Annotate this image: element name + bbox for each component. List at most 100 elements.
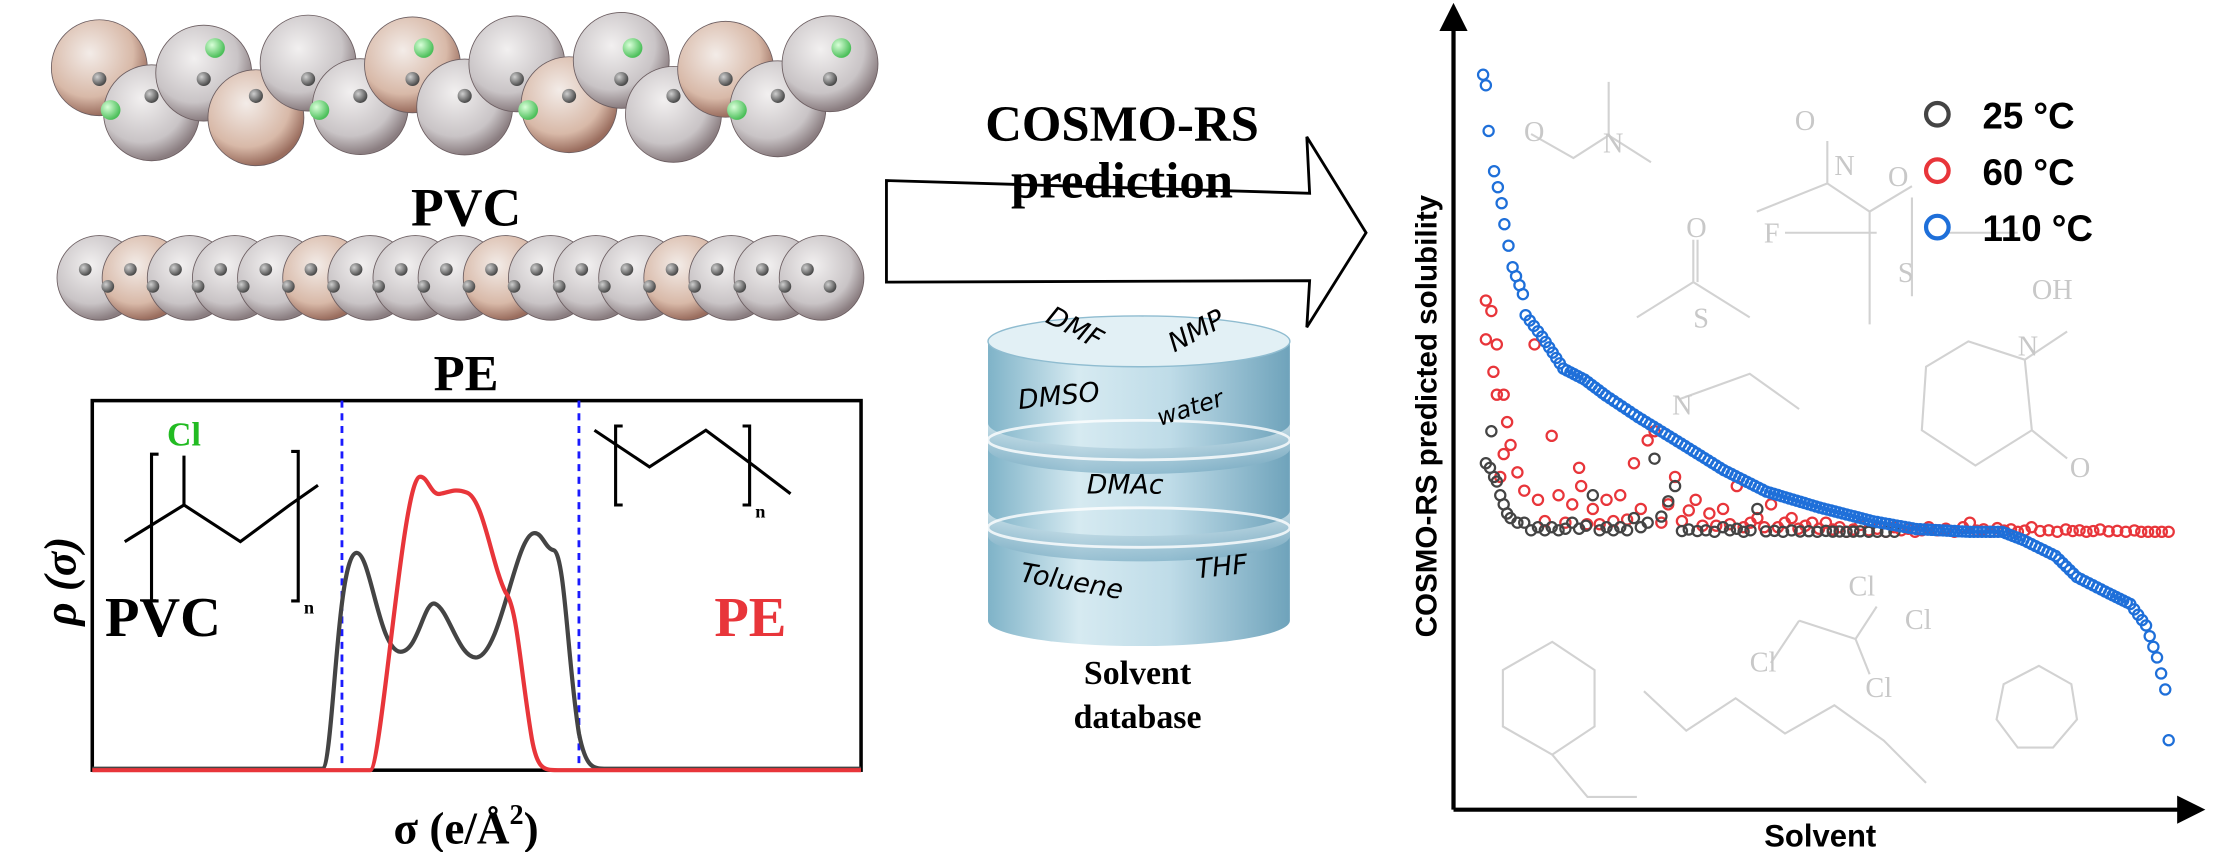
scatter-point-25c — [1655, 510, 1668, 523]
background-atom-label: O — [1686, 213, 1706, 244]
scatter-point-25c — [1566, 516, 1579, 529]
scatter-point-110c — [2150, 651, 2164, 664]
background-solvent-structures — [1501, 81, 2079, 799]
carbon-atom — [485, 263, 498, 276]
scatter-point-110c — [1756, 483, 1769, 496]
scatter-point-60c — [2148, 525, 2162, 539]
scatter-point-25c — [1614, 521, 1627, 534]
scatter-point-25c — [1627, 511, 1641, 525]
carbon-atom — [372, 280, 385, 293]
scatter-point-60c — [1531, 493, 1545, 507]
pe-sigma-curve — [92, 474, 862, 773]
carbon-atom — [665, 263, 679, 276]
legend-label-60c: 60 °C — [1982, 152, 2074, 193]
scatter-point-25c — [1572, 522, 1586, 535]
background-atom-label: S — [1693, 303, 1709, 334]
scatter-point-110c — [2052, 553, 2066, 566]
pe-structure — [593, 424, 792, 507]
scatter-point-25c — [1607, 524, 1620, 537]
scatter-point-60c — [1490, 388, 1504, 401]
scatter-point-110c — [1553, 357, 1567, 370]
scatter-point-60c — [1497, 388, 1510, 401]
carbon-atom — [801, 263, 814, 276]
scatter-point-110c — [1479, 79, 1493, 92]
carbon-atom — [417, 280, 431, 293]
scatter-point-60c — [1689, 493, 1702, 507]
carbon-atom — [509, 71, 524, 87]
scatter-point-25c — [1847, 525, 1860, 538]
background-atom-label: O — [1795, 106, 1815, 137]
carbon-atom — [530, 263, 543, 276]
scatter-point-25c — [1538, 524, 1552, 537]
legend-marker-60c — [1923, 157, 1951, 185]
scatter-point-60c — [1703, 507, 1716, 520]
carbon-atom — [124, 263, 137, 276]
scatter-point-25c — [1768, 524, 1781, 538]
scatter-point-110c — [1482, 124, 1495, 138]
scatter-point-60c — [2141, 525, 2155, 539]
carbon-atom — [507, 280, 521, 293]
scatter-point-60c — [1479, 294, 1493, 307]
scatter-point-60c — [1627, 457, 1641, 470]
plot-frame — [90, 398, 863, 772]
scatter-point-60c — [1716, 502, 1730, 516]
carbon-atom — [733, 280, 747, 293]
scatter-point-60c — [1819, 516, 1833, 529]
carbon-atom — [236, 280, 250, 293]
pvc-molecule-label: PVC — [411, 178, 521, 238]
scatter-point-25c — [1723, 524, 1737, 537]
sigma-profile-plot: Cl n PVC n PE ρ (σ) σ (e/Å2) — [35, 398, 863, 852]
carbon-atom — [349, 263, 363, 276]
scatter-point-60c — [2162, 525, 2175, 539]
scatter-point-110c — [1987, 525, 2001, 539]
scatter-point-110c — [1906, 522, 1919, 535]
scatter-point-25c — [1833, 525, 1846, 538]
scatter-point-25c — [1600, 521, 1613, 534]
scatter-point-25c — [1662, 495, 1675, 508]
legend-marker-110c — [1923, 213, 1951, 241]
surface-sphere — [778, 235, 865, 321]
background-atom-label: Cl — [1750, 647, 1777, 678]
prediction-arrow: COSMO-RS prediction — [885, 96, 1368, 329]
scatter-point-25c — [1811, 525, 1824, 539]
scatter-point-25c — [1620, 524, 1634, 537]
carbon-atom — [259, 263, 273, 276]
scatter-point-60c — [1764, 498, 1778, 511]
scatter-point-60c — [2051, 525, 2064, 539]
pvc-label: PVC — [105, 587, 221, 649]
scatter-point-60c — [2135, 525, 2148, 539]
scatter-point-60c — [1497, 447, 1510, 461]
scatter-point-110c — [2154, 667, 2168, 680]
scatter-point-60c — [1559, 516, 1572, 529]
carbon-atom — [301, 71, 316, 87]
scatter-point-25c — [1675, 524, 1689, 538]
chlorine-atom — [413, 38, 434, 58]
background-atom-label: O — [1524, 117, 1544, 148]
pvc-molecule-surface — [50, 11, 879, 167]
background-atom-label: O — [2070, 453, 2090, 484]
pe-subscript-n: n — [755, 502, 765, 522]
database-label-line1: Solvent — [1084, 655, 1192, 692]
pvc-sigma-curve — [92, 531, 862, 771]
background-atom-label: N — [1603, 128, 1623, 159]
carbon-atom — [92, 71, 107, 87]
scatter-points — [1476, 68, 2175, 747]
carbon-atom — [614, 71, 629, 87]
background-atom-label: N — [1834, 151, 1854, 182]
pe-molecule-surface — [56, 235, 865, 321]
scatter-point-110c — [2056, 556, 2069, 570]
background-atom-label: OH — [2032, 275, 2073, 306]
legend-marker-25c — [1923, 100, 1951, 128]
scatter-point-110c — [1502, 239, 1515, 252]
chlorine-atom — [622, 38, 643, 58]
carbon-atom — [552, 280, 566, 293]
background-atom-label: F — [1764, 219, 1780, 250]
scatter-point-60c — [1518, 484, 1531, 497]
scatter-point-60c — [2066, 524, 2079, 538]
scatter-point-60c — [1634, 502, 1648, 516]
scatter-point-60c — [1490, 338, 1504, 351]
scatter-point-60c — [1572, 461, 1586, 475]
scatter-point-25c — [1668, 479, 1682, 493]
scatter-point-60c — [2073, 524, 2086, 537]
scatter-point-60c — [1552, 489, 1565, 502]
